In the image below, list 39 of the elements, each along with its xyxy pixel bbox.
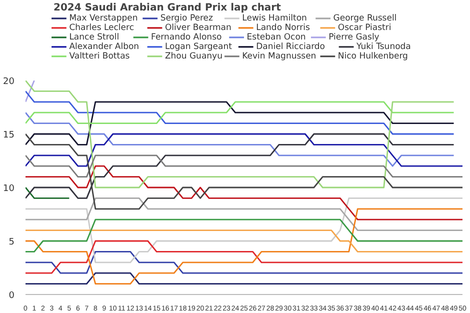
- line-series: [26, 101, 454, 146]
- line-series: [26, 133, 454, 199]
- legend-label: Max Verstappen: [69, 13, 138, 24]
- line-series: [26, 112, 454, 167]
- y-tick-label: 10: [3, 184, 15, 194]
- line-series: [26, 165, 462, 220]
- legend-label: George Russell: [333, 13, 397, 24]
- line-series: [26, 208, 462, 284]
- line-series: [26, 90, 454, 135]
- y-tick-label: 20: [3, 77, 15, 87]
- legend-label: Yuki Tsunoda: [356, 42, 411, 52]
- line-series: [26, 198, 462, 231]
- legend-label: Charles Leclerc: [69, 22, 134, 33]
- legend-label: Sergio Perez: [160, 13, 214, 24]
- legend-label: Zhou Guanyu: [164, 51, 222, 62]
- legend-label: Daniel Ricciardo: [256, 42, 326, 52]
- line-series: [26, 198, 462, 264]
- line-series: [26, 218, 462, 252]
- line-series: [26, 240, 462, 274]
- chart-title: 2024 Saudi Arabian Grand Prix lap chart: [54, 2, 282, 14]
- legend-label: Nico Hulkenberg: [338, 51, 408, 62]
- line-series: [26, 133, 462, 167]
- legend-label: Lando Norris: [256, 22, 310, 33]
- legend-label: Lance Stroll: [69, 32, 120, 42]
- line-series: [26, 80, 454, 188]
- legend-label: Oscar Piastri: [338, 22, 392, 33]
- legend-label: Oliver Bearman: [164, 22, 232, 33]
- legend-label: Kevin Magnussen: [242, 51, 316, 62]
- y-tick-label: 0: [8, 291, 15, 301]
- line-series: [26, 133, 462, 210]
- legend-label: Logan Sargeant: [164, 42, 233, 52]
- y-tick-label: 15: [3, 130, 14, 140]
- legend-label: Pierre Gasly: [328, 32, 380, 42]
- legend-label: Valtteri Bottas: [69, 51, 130, 62]
- y-tick-label: 5: [8, 238, 15, 248]
- legend-label: Alexander Albon: [69, 42, 140, 52]
- legend-label: Lewis Hamilton: [242, 13, 307, 24]
- legend-label: Esteban Ocon: [246, 32, 306, 42]
- legend-label: Fernando Alonso: [151, 32, 222, 42]
